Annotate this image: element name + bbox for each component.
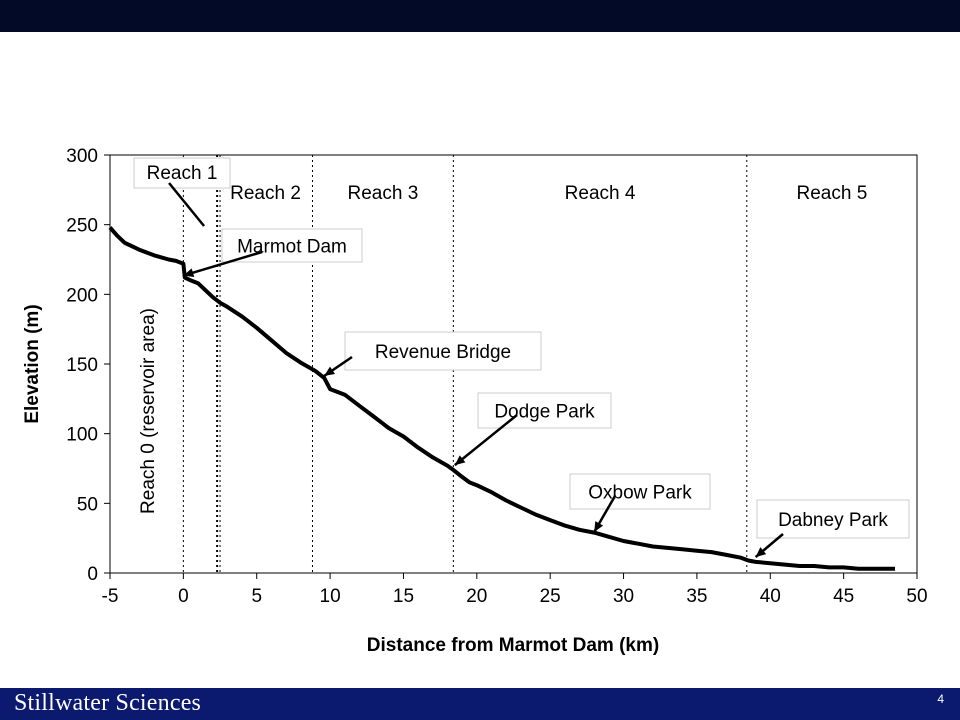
reach-label: Reach 3 [348, 183, 419, 204]
y-tick-label: 200 [66, 285, 98, 306]
elevation-profile-line [108, 226, 895, 571]
x-tick-label: 20 [466, 586, 487, 607]
annotation-arrow [454, 414, 518, 467]
reach-label-box [133, 157, 231, 189]
annotation-label: Oxbow Park [588, 483, 692, 504]
x-tick-label: 5 [251, 586, 262, 607]
location-annotations: Marmot Dam Revenue Bridge Dodge Park Oxbow … [183, 228, 910, 559]
y-tick-label: 50 [77, 494, 98, 515]
x-tick-label: 25 [540, 586, 561, 607]
annotation-box [569, 473, 711, 510]
annotation-label: Revenue Bridge [375, 342, 511, 363]
x-tick-label: -5 [102, 586, 119, 607]
annotation-box [344, 331, 542, 371]
annotation-box [756, 499, 910, 539]
annotation-label: Marmot Dam [237, 237, 347, 258]
reach-labels: Reach 1 Reach 2 Reach 3 Reach 4 Reach 5 [133, 157, 868, 227]
reach-label-arrow [168, 182, 206, 227]
y-tick-label: 150 [66, 355, 98, 376]
y-tick-label: 100 [66, 425, 98, 446]
reach0-label: Reach 0 (reservoir area) [138, 308, 159, 514]
annotation-arrowhead [183, 268, 195, 278]
page-number: 4 [937, 692, 944, 706]
stillwater-sciences-logo: Stillwater Sciences [14, 690, 202, 716]
x-axis-title: Distance from Marmot Dam (km) [367, 635, 659, 656]
x-tick-label: 40 [760, 586, 781, 607]
reach-label: Reach 1 [147, 163, 218, 184]
x-tick-label: 15 [393, 586, 414, 607]
reach-label: Reach 4 [565, 183, 636, 204]
y-tick-label: 0 [87, 564, 98, 585]
annotation-label: Dabney Park [778, 510, 888, 531]
annotation-arrowhead [594, 521, 604, 532]
elevation-profile-chart: -5 0 5 10 15 20 25 30 35 40 45 50050100150200250300… [22, 146, 928, 656]
annotation-arrowhead [324, 366, 336, 376]
annotation-arrowhead [755, 547, 767, 558]
reach-label: Reach 5 [797, 183, 868, 204]
annotation-arrowhead [454, 455, 466, 466]
x-tick-label: 45 [833, 586, 854, 607]
x-tick-label: 35 [686, 586, 707, 607]
y-axis-title: Elevation (m) [22, 304, 43, 423]
reach-label: Reach 2 [230, 183, 301, 204]
annotation-label: Dodge Park [494, 402, 595, 423]
annotation-box [477, 392, 612, 429]
annotation-arrow [183, 250, 263, 277]
x-tick-label: 50 [906, 586, 927, 607]
top-bar [0, 0, 960, 32]
x-tick-label: 30 [613, 586, 634, 607]
y-tick-label: 250 [66, 216, 98, 237]
footer-bar: Stillwater Sciences 4 [0, 688, 960, 720]
x-tick-label: 10 [320, 586, 341, 607]
x-tick-label: 0 [178, 586, 189, 607]
y-tick-label: 300 [66, 146, 98, 167]
